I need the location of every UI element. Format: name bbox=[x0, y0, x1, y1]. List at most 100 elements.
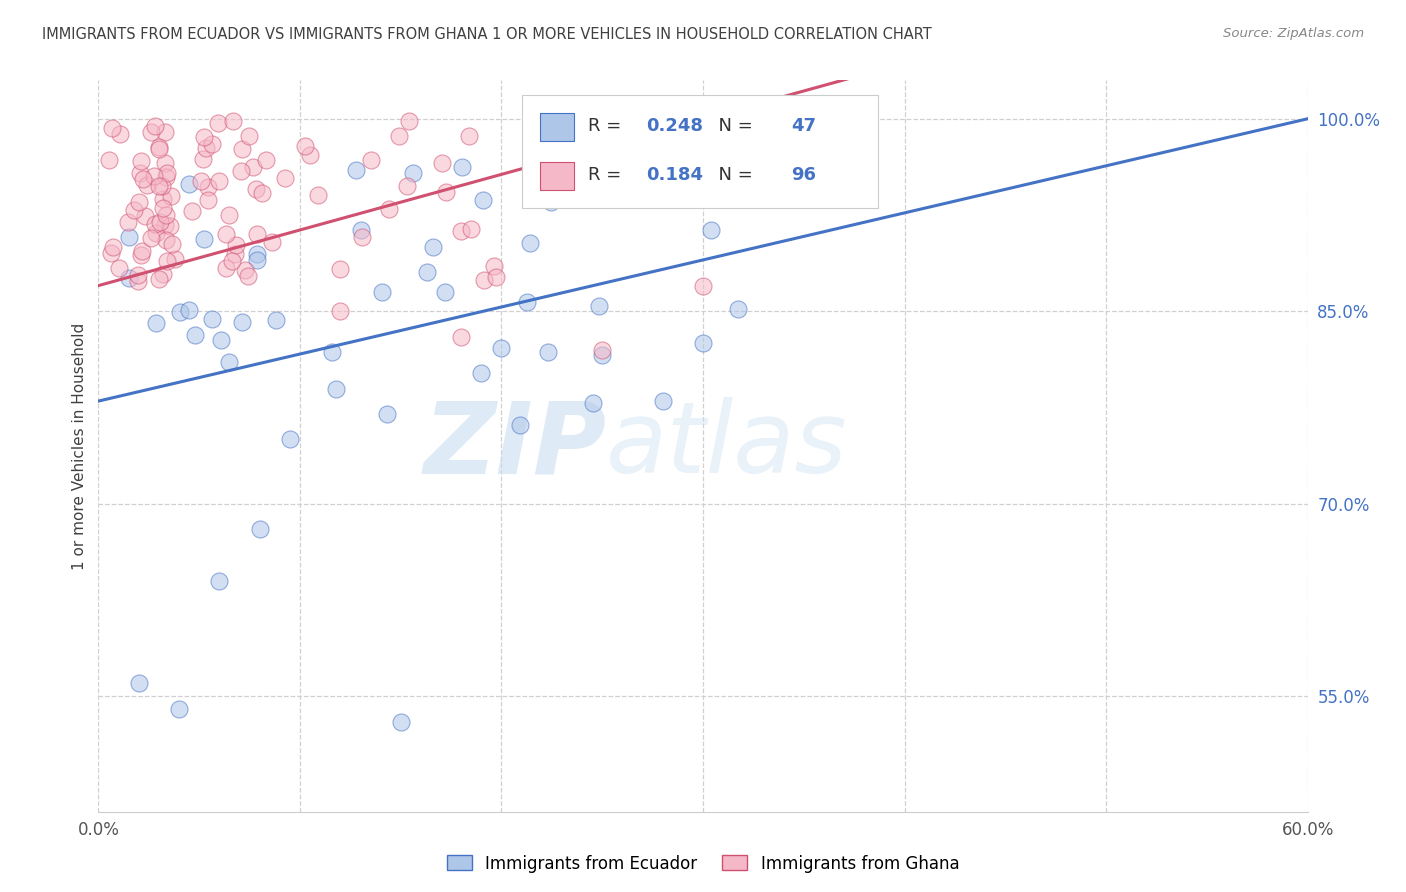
Point bbox=[245, 247, 267, 261]
Point bbox=[278, 432, 301, 446]
Point bbox=[145, 226, 167, 240]
Point bbox=[236, 268, 259, 283]
Point bbox=[344, 162, 367, 177]
Text: ZIP: ZIP bbox=[423, 398, 606, 494]
Point bbox=[246, 227, 269, 242]
Point bbox=[321, 345, 343, 359]
Point bbox=[298, 147, 321, 161]
Point bbox=[118, 229, 141, 244]
Point bbox=[491, 341, 513, 355]
Point bbox=[139, 125, 162, 139]
Point bbox=[122, 203, 145, 218]
Text: atlas: atlas bbox=[606, 398, 848, 494]
Point bbox=[179, 303, 201, 318]
Text: 0.248: 0.248 bbox=[647, 118, 703, 136]
Point bbox=[209, 333, 232, 347]
Point bbox=[415, 265, 437, 279]
Point bbox=[208, 574, 231, 588]
Point bbox=[231, 142, 253, 156]
Point bbox=[246, 253, 269, 268]
Point bbox=[221, 254, 243, 268]
Text: 47: 47 bbox=[792, 118, 817, 136]
Point bbox=[143, 120, 166, 134]
Point bbox=[472, 273, 495, 287]
Point bbox=[250, 186, 273, 200]
Point bbox=[148, 140, 170, 154]
FancyBboxPatch shape bbox=[522, 95, 879, 209]
Point bbox=[208, 173, 231, 187]
Legend: Immigrants from Ecuador, Immigrants from Ghana: Immigrants from Ecuador, Immigrants from… bbox=[440, 848, 966, 880]
Point bbox=[588, 299, 610, 313]
Point bbox=[434, 185, 457, 199]
Point bbox=[450, 224, 472, 238]
Point bbox=[460, 222, 482, 236]
Point bbox=[231, 315, 253, 329]
Point bbox=[195, 140, 218, 154]
Point bbox=[375, 407, 398, 421]
Point bbox=[150, 179, 173, 194]
Point bbox=[135, 178, 157, 192]
Point bbox=[377, 202, 399, 217]
Text: 96: 96 bbox=[792, 167, 817, 185]
Point bbox=[127, 273, 149, 287]
Point bbox=[152, 267, 174, 281]
Point bbox=[108, 260, 131, 275]
Text: 0.184: 0.184 bbox=[647, 167, 703, 185]
Point bbox=[591, 343, 613, 357]
Point bbox=[519, 235, 541, 250]
Point bbox=[222, 113, 245, 128]
Point bbox=[254, 153, 277, 167]
Point bbox=[450, 330, 472, 344]
Point bbox=[108, 127, 131, 141]
Point bbox=[148, 272, 170, 286]
Point bbox=[274, 170, 297, 185]
Text: Source: ZipAtlas.com: Source: ZipAtlas.com bbox=[1223, 27, 1364, 40]
Point bbox=[149, 215, 172, 229]
Point bbox=[485, 269, 508, 284]
Point bbox=[389, 714, 412, 729]
Point bbox=[540, 194, 562, 209]
Point bbox=[450, 160, 472, 174]
Point bbox=[193, 232, 215, 246]
Point bbox=[148, 142, 170, 156]
Point bbox=[167, 702, 190, 716]
Point bbox=[160, 189, 183, 203]
Point bbox=[141, 230, 163, 244]
Point bbox=[350, 230, 373, 244]
Point bbox=[388, 129, 411, 144]
Point bbox=[177, 177, 200, 191]
Point bbox=[215, 261, 238, 276]
Y-axis label: 1 or more Vehicles in Household: 1 or more Vehicles in Household bbox=[72, 322, 87, 570]
Point bbox=[143, 169, 166, 183]
Point bbox=[155, 254, 177, 268]
Point bbox=[128, 676, 150, 690]
Point bbox=[129, 248, 152, 262]
Point bbox=[143, 217, 166, 231]
Point bbox=[183, 328, 205, 343]
Point bbox=[238, 129, 260, 144]
Point bbox=[307, 188, 329, 202]
Point bbox=[197, 193, 219, 207]
Point bbox=[360, 153, 382, 167]
Point bbox=[191, 152, 214, 166]
Point bbox=[294, 139, 316, 153]
Point bbox=[699, 223, 721, 237]
Point bbox=[591, 348, 613, 362]
Point bbox=[472, 193, 495, 207]
Text: N =: N = bbox=[707, 118, 758, 136]
Point bbox=[329, 262, 352, 277]
Point bbox=[131, 244, 153, 259]
Point bbox=[134, 209, 156, 223]
Point bbox=[118, 271, 141, 285]
Point bbox=[169, 304, 191, 318]
Point bbox=[727, 301, 749, 316]
Point bbox=[163, 252, 186, 266]
Point bbox=[422, 240, 444, 254]
Point bbox=[218, 208, 240, 222]
Point bbox=[190, 174, 212, 188]
Point bbox=[325, 382, 347, 396]
Point bbox=[193, 129, 215, 144]
Point bbox=[371, 285, 394, 299]
Point bbox=[430, 156, 453, 170]
Point bbox=[153, 219, 176, 233]
